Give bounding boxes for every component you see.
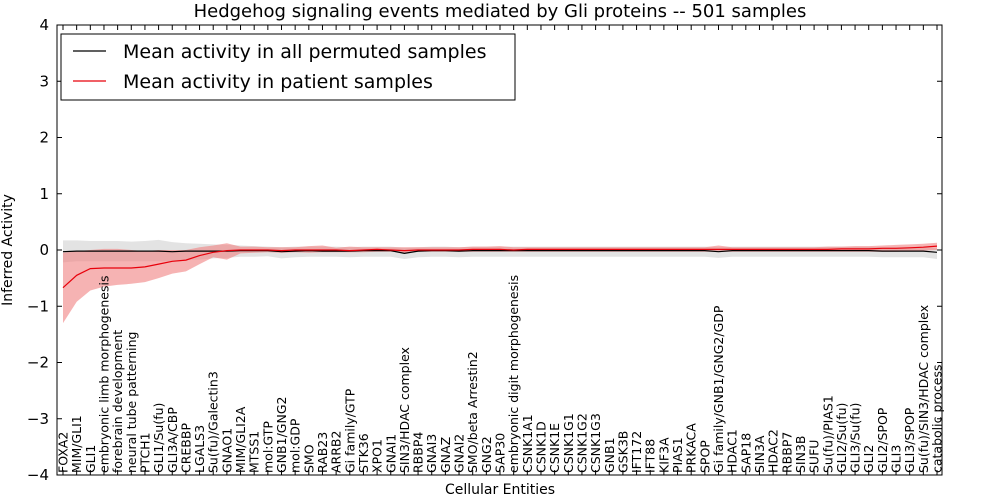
y-tick-label: 0 bbox=[39, 241, 49, 259]
x-tick-label-sap18: SAP18 bbox=[738, 433, 753, 473]
chart-title: Hedgehog signaling events mediated by Gl… bbox=[194, 1, 807, 22]
x-tick-label-arrb2: ARRB2 bbox=[329, 431, 344, 473]
x-tick-label-prkaca: PRKACA bbox=[684, 423, 699, 473]
x-tick-label-sin3b: SIN3B bbox=[793, 436, 808, 474]
x-tick-label-gnb1-gng2: GNB1/GNG2 bbox=[274, 397, 289, 473]
x-tick-label-smo-beta-arrestin2: SMO/beta Arrestin2 bbox=[465, 351, 480, 473]
x-tick-label-gli2: GLI2 bbox=[861, 445, 876, 473]
x-tick-label-csnk1a1: CSNK1A1 bbox=[520, 414, 535, 473]
x-tick-label-neural-tube-patterning: neural tube patterning bbox=[124, 332, 139, 473]
x-tick-label-su-fu-pias1: Su(fu)/PIAS1 bbox=[820, 395, 835, 473]
x-tick-label-mim-gli2a: MIM/GLI2A bbox=[233, 406, 248, 473]
x-tick-label-gnb1: GNB1 bbox=[602, 437, 617, 473]
x-tick-label-rab23: RAB23 bbox=[315, 432, 330, 473]
y-axis-label: Inferred Activity bbox=[0, 194, 16, 306]
x-tick-label-hdac2: HDAC2 bbox=[766, 429, 781, 473]
x-tick-label-csnk1d: CSNK1D bbox=[534, 421, 549, 473]
x-tick-label-hdac1: HDAC1 bbox=[725, 429, 740, 473]
x-tick-label-gli1-su-fu: GLI1/Su(fu) bbox=[151, 403, 166, 473]
x-tick-label-gli3-spop: GLI3/SPOP bbox=[902, 407, 917, 473]
x-tick-label-gli3a-cbp: GLI3A/CBP bbox=[165, 407, 180, 473]
y-tick-label: −4 bbox=[27, 466, 49, 484]
x-tick-label-mim-gli1: MIM/GLI1 bbox=[69, 415, 84, 473]
x-tick-label-csnk1g3: CSNK1G3 bbox=[588, 413, 603, 473]
x-tick-label-mtss1: MTSS1 bbox=[247, 431, 262, 473]
x-tick-label-gli2-spop: GLI2/SPOP bbox=[875, 407, 890, 473]
x-tick-label-rbbp7: RBBP7 bbox=[779, 432, 794, 473]
x-tick-label-gli2-su-fu: GLI2/Su(fu) bbox=[834, 403, 849, 473]
x-tick-label-sin3-hdac-complex: SIN3/HDAC complex bbox=[397, 347, 412, 473]
x-tick-label-kif3a: KIF3A bbox=[656, 437, 671, 473]
legend-label-permuted: Mean activity in all permuted samples bbox=[123, 41, 486, 63]
x-tick-label-gli3: GLI3 bbox=[889, 445, 904, 473]
x-tick-label-su-fu-galectin3: Su(fu)/Galectin3 bbox=[206, 371, 221, 473]
y-tick-label: 4 bbox=[39, 16, 49, 34]
y-tick-label: −1 bbox=[27, 297, 49, 315]
x-tick-label-gsk3b: GSK3B bbox=[615, 431, 630, 473]
x-tick-label-xpo1: XPO1 bbox=[370, 439, 385, 473]
x-tick-label-crebbp: CREBBP bbox=[178, 423, 193, 473]
x-tick-label-csnk1g1: CSNK1G1 bbox=[561, 413, 576, 473]
x-tick-label-mol-gtp: mol:GTP bbox=[260, 421, 275, 473]
x-tick-label-spop: SPOP bbox=[697, 440, 712, 473]
x-tick-label-gi-family-gnb1-gng2-gdp: Gi family/GNB1/GNG2/GDP bbox=[711, 305, 726, 473]
x-tick-label-smo: SMO bbox=[301, 444, 316, 473]
x-tick-label-catabolic-process: catabolic process bbox=[930, 364, 945, 473]
y-axis: −4 −3 −2 −1 0 1 2 3 4 bbox=[27, 16, 942, 484]
x-tick-label-csnk1g2: CSNK1G2 bbox=[574, 413, 589, 473]
x-tick-label-forebrain-development: forebrain development bbox=[110, 330, 125, 473]
x-tick-label-foxa2: FOXA2 bbox=[56, 432, 71, 473]
x-tick-label-su-fu-sin3-hdac-complex: Su(fu)/SIN3/HDAC complex bbox=[916, 305, 931, 473]
x-tick-label-gli3-su-fu: GLI3/Su(fu) bbox=[848, 403, 863, 473]
x-tick-label-sufu: SUFU bbox=[807, 440, 822, 473]
legend: Mean activity in all permuted samples Me… bbox=[60, 33, 516, 101]
x-tick-label-ift172: IFT172 bbox=[629, 431, 644, 473]
x-tick-label-gnai3: GNAI3 bbox=[424, 434, 439, 473]
x-tick-label-gli1: GLI1 bbox=[83, 445, 98, 473]
confidence-bands bbox=[63, 239, 937, 324]
y-tick-label: 1 bbox=[39, 185, 49, 203]
series-line-permuted bbox=[62, 249, 938, 255]
y-tick-label: −3 bbox=[27, 410, 49, 428]
y-tick-label: −2 bbox=[27, 354, 49, 372]
x-tick-label-sap30: SAP30 bbox=[493, 433, 508, 473]
x-tick-label-gnai1: GNAI1 bbox=[383, 434, 398, 473]
x-tick-label-gnai2: GNAI2 bbox=[452, 434, 467, 473]
x-tick-label-gi-family-gtp: Gi family/GTP bbox=[342, 388, 357, 473]
x-tick-label-ptch1: PTCH1 bbox=[137, 432, 152, 473]
x-tick-label-stk36: STK36 bbox=[356, 433, 371, 473]
x-tick-label-sin3a: SIN3A bbox=[752, 435, 767, 473]
x-tick-label-gng2: GNG2 bbox=[479, 436, 494, 473]
x-tick-label-gnao1: GNAO1 bbox=[219, 428, 234, 473]
x-tick-label-lgals3: LGALS3 bbox=[192, 425, 207, 473]
x-tick-label-rbbp4: RBBP4 bbox=[411, 432, 426, 473]
x-tick-label-embryonic-limb-morphogenesis: embryonic limb morphogenesis bbox=[97, 276, 112, 473]
series-line-patient bbox=[62, 245, 938, 289]
x-tick-label-ift88: IFT88 bbox=[643, 439, 658, 473]
x-tick-label-embryonic-digit-morphogenesis: embryonic digit morphogenesis bbox=[506, 275, 521, 473]
legend-label-patient: Mean activity in patient samples bbox=[123, 71, 433, 93]
x-tick-label-csnk1e: CSNK1E bbox=[547, 423, 562, 473]
y-tick-label: 2 bbox=[39, 129, 49, 147]
series-lines bbox=[62, 245, 938, 289]
x-tick-label-gnaz: GNAZ bbox=[438, 437, 453, 473]
x-tick-label-mol-gdp: mol:GDP bbox=[288, 418, 303, 473]
x-tick-label-pias1: PIAS1 bbox=[670, 437, 685, 473]
legend-box bbox=[60, 33, 516, 101]
x-axis-label: Cellular Entities bbox=[445, 482, 555, 498]
y-tick-label: 3 bbox=[39, 72, 49, 90]
